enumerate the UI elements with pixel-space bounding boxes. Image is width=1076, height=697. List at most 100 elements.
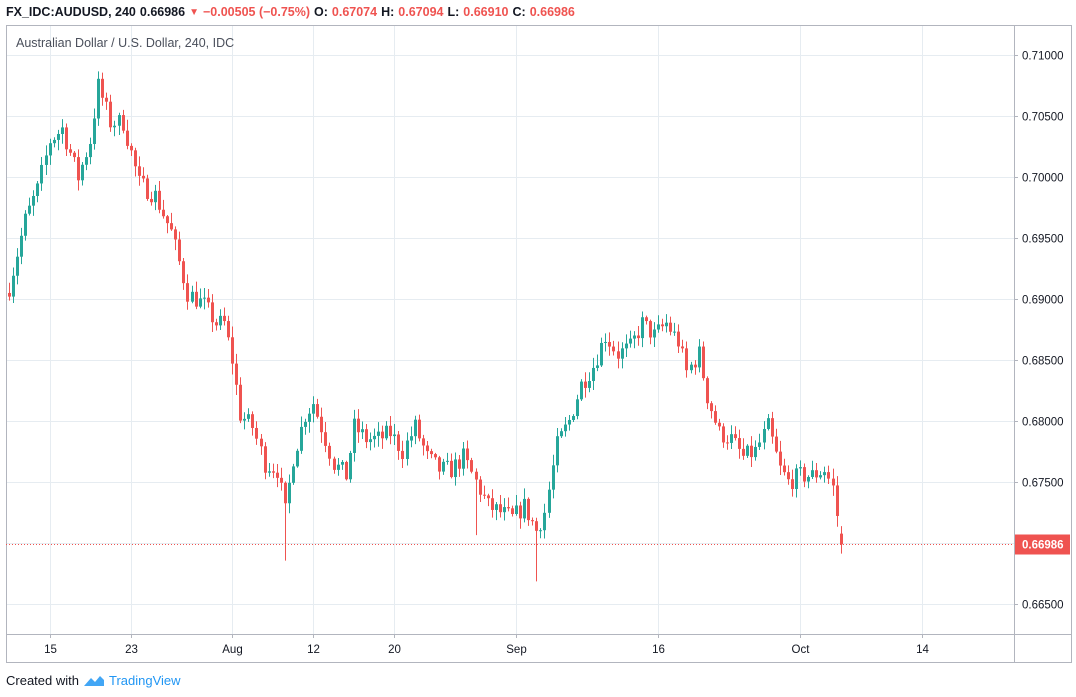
candle-body [690,364,693,371]
candle-body [296,450,299,467]
candle-body [20,235,23,257]
open-value: 0.67074 [331,5,378,19]
x-tick-label: 16 [652,644,665,656]
tradingview-link[interactable]: TradingView [108,673,181,688]
candle-body [268,471,271,473]
candle-body [823,472,826,476]
last-price-label: 0.66986 [1022,540,1064,552]
candle-body [357,418,360,433]
candle-body [312,404,315,414]
candle-body [40,164,43,184]
candle-body [673,331,676,333]
tradingview-logo-icon[interactable] [83,674,105,688]
candle-body [791,479,794,490]
candle-body [466,448,469,461]
candle-body [779,451,782,466]
candle-body [754,446,757,458]
candle-body [61,127,64,134]
candle-body [12,275,15,297]
candle-body [174,229,177,240]
candle-body [414,419,417,437]
candle-body [641,317,644,339]
close-label: C: [512,5,526,19]
candle-body [617,351,620,359]
candle-body [73,152,76,158]
candle-body [539,530,542,532]
candle-body [239,384,242,421]
candle-body [819,475,822,478]
chart-frame [6,25,1072,663]
candle-body [604,341,607,343]
candle-body [531,520,534,522]
candle-body [272,471,275,473]
candle-body [69,149,72,153]
candle-body [401,450,404,460]
candle-body [726,442,729,444]
candle-body [215,322,218,326]
candle-body [519,505,522,519]
low-value: 0.66910 [463,5,509,19]
candle-body [130,145,133,151]
candle-body [397,434,400,451]
candle-body [260,438,263,447]
candle-body [730,434,733,443]
candle-body [564,424,567,432]
candle-body [81,164,84,181]
candle-body [527,498,530,521]
chart-area[interactable]: Australian Dollar / U.S. Dollar, 240, ID… [6,25,1072,663]
candle-body [612,346,615,352]
candle-body [827,472,830,479]
candle-body [462,448,465,469]
candle-body [162,209,165,217]
candle-body [771,418,774,437]
x-tick-label: 14 [916,644,929,656]
candle-body [85,157,88,165]
x-tick-label: Oct [792,644,811,656]
candle-body [560,431,563,437]
candles-layer [8,71,843,582]
candle-body [385,425,388,439]
candle-body [284,482,287,504]
candle-body [450,460,453,478]
candle-body [633,335,636,339]
candle-body [543,512,546,531]
candle-body [57,133,60,140]
candlestick-chart[interactable]: Australian Dollar / U.S. Dollar, 240, ID… [6,25,1072,663]
symbol-label[interactable]: FX_IDC:AUDUSD, 240 [6,5,136,19]
candle-body [199,298,202,307]
candle-body [698,346,701,368]
candle-body [264,446,267,473]
candle-body [36,183,39,196]
candle-body [722,426,725,443]
candle-body [742,448,745,456]
candle-body [677,331,680,347]
candle-body [150,198,153,203]
candle-body [702,346,705,379]
candle-body [750,445,753,458]
candle-body [596,365,599,368]
candle-body [89,143,92,158]
candle-body [316,404,319,417]
candle-body [418,419,421,439]
candle-body [142,175,145,179]
candle-body [320,416,323,433]
candle-body [24,213,27,236]
candle-body [738,438,741,449]
candle-body [685,348,688,371]
candle-body [710,403,713,412]
candle-body [681,346,684,349]
candle-body [377,431,380,436]
candle-body [97,78,100,119]
candle-body [495,504,498,510]
footer: Created with TradingView [6,673,181,688]
candle-body [657,324,660,330]
candle-body [304,421,307,427]
candle-body [458,459,461,469]
symbol-header: FX_IDC:AUDUSD, 240 0.66986 ▼ −0.00505 (−… [6,3,575,21]
candle-body [235,363,238,385]
candle-body [499,504,502,513]
low-label: L: [447,5,460,19]
open-label: O: [314,5,328,19]
candle-body [775,436,778,452]
candle-body [361,429,364,433]
